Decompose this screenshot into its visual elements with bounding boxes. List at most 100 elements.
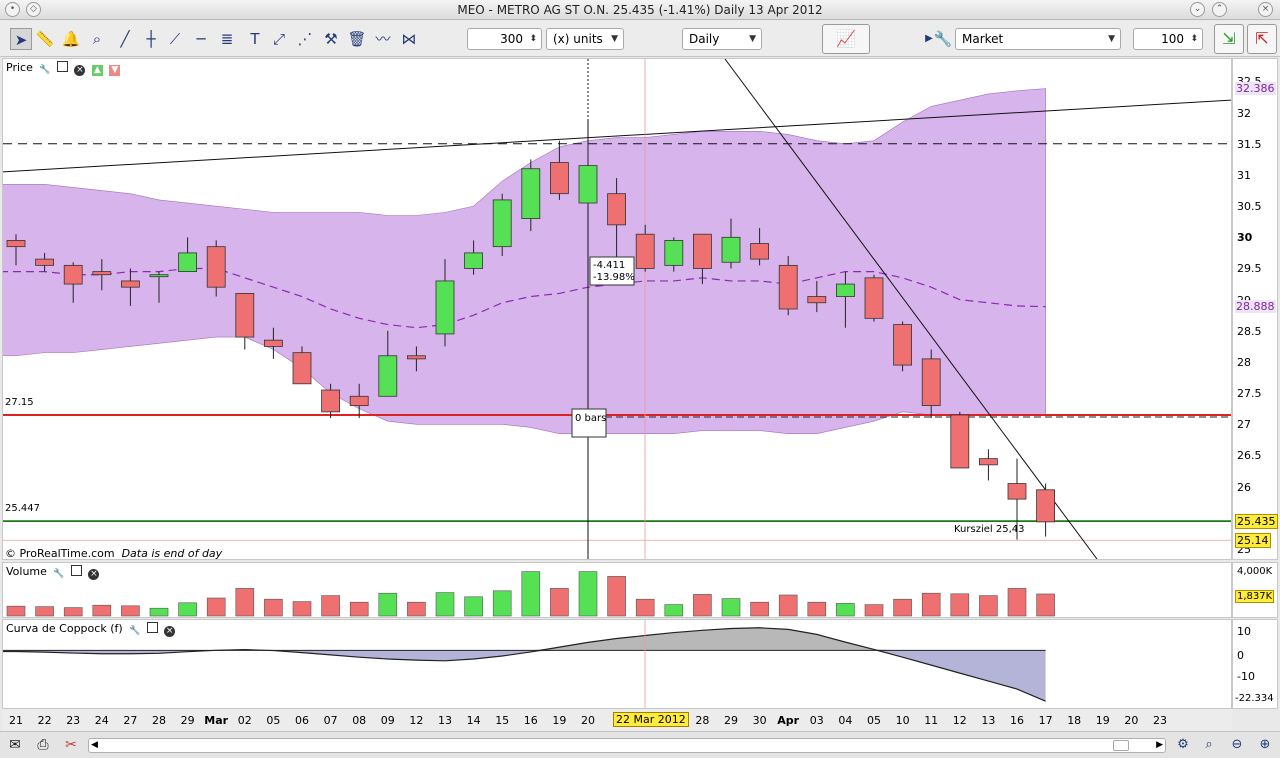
volume-bar [292, 601, 312, 617]
zoom-fit-icon[interactable]: ⌕ [1205, 737, 1213, 752]
volume-bar [6, 605, 26, 617]
volume-bar [635, 598, 655, 617]
buy-button[interactable]: ⇲ [1214, 24, 1244, 54]
text-tool-icon[interactable]: T [250, 30, 260, 48]
price-scale[interactable]: 32.53231.53130.53029.52928.52827.52726.5… [1232, 58, 1278, 560]
horizontal-line-icon[interactable]: ─ [196, 30, 206, 48]
pattern-icon[interactable]: ⋈ [401, 30, 417, 48]
chart-style-icon[interactable]: 📈 [822, 24, 870, 54]
print-icon[interactable]: ⎙ [37, 737, 49, 753]
order-settings-icon[interactable]: 🔧 [933, 30, 953, 48]
cursor-date-badge: 22 Mar 2012 [613, 712, 689, 727]
close-icon[interactable]: × [1258, 2, 1273, 17]
price-panel-header: Price 🔧 × ▲ ▼ [6, 61, 124, 76]
move-down-icon[interactable]: ▼ [109, 65, 121, 76]
sell-button[interactable]: ⇱ [1247, 24, 1277, 54]
channel-icon[interactable]: ⤢ [272, 30, 285, 48]
cut-icon[interactable]: ✂ [65, 737, 77, 753]
coppock-chart[interactable] [3, 620, 1231, 708]
close-panel-icon[interactable]: × [164, 626, 176, 637]
horizontal-scrollbar[interactable]: ◀ ▶ [88, 738, 1166, 753]
scroll-right-icon[interactable]: ▶ [1156, 740, 1163, 750]
scroll-thumb[interactable] [1113, 740, 1129, 751]
candle-body [1036, 489, 1055, 523]
volume-bar [435, 592, 455, 617]
candle-body [693, 233, 712, 269]
candle-body [492, 199, 512, 248]
close-panel-icon[interactable]: × [74, 65, 86, 76]
coppock-last-badge: -22.334 [1235, 693, 1274, 704]
price-tick: 32 [1237, 106, 1251, 120]
candle-body [149, 274, 169, 278]
x-tick-label: 02 [237, 714, 252, 727]
price-tick: 31.5 [1237, 137, 1262, 151]
order-type-select[interactable]: Market ▼ [955, 28, 1121, 50]
wrench-icon[interactable]: 🔧 [129, 626, 141, 636]
price-tick: 27 [1237, 418, 1251, 432]
fan-icon[interactable]: ⋰ [297, 30, 313, 48]
scroll-left-icon[interactable]: ◀ [91, 740, 98, 750]
status-bar: ✉ ⎙ ✂ ◀ ▶ ⚙ ⌕ ⊖ ⊕ [0, 731, 1280, 758]
candle-body [378, 355, 398, 397]
units-count-input[interactable]: 300 ⬍ [467, 28, 542, 50]
close-panel-icon[interactable]: × [88, 569, 100, 580]
window-icon[interactable] [146, 622, 158, 633]
measure-percent: -13.98% [593, 272, 635, 283]
expand-arrow-icon[interactable]: ▶ [925, 33, 933, 44]
x-tick-label: 09 [380, 714, 395, 727]
volume-scale[interactable]: 4,000K 1,837K [1232, 562, 1278, 618]
volume-bar [35, 606, 54, 617]
zoom-icon[interactable]: ⌕ [92, 30, 102, 48]
units-select[interactable]: (x) units ▼ [546, 28, 624, 50]
maximize-icon[interactable]: ⌃ [1212, 2, 1227, 17]
wrench-icon[interactable]: 🔧 [39, 65, 51, 75]
vertical-line-icon[interactable]: ┼ [146, 30, 156, 48]
volume-chart[interactable] [3, 563, 1231, 617]
measure-value: -4.411 [593, 260, 625, 271]
ray-icon[interactable]: ⟋ [169, 30, 181, 48]
candle-body [263, 339, 283, 347]
window-icon[interactable] [70, 565, 82, 576]
ruler-icon[interactable]: 📏 [35, 30, 55, 48]
minimize-icon[interactable]: ⌄ [1190, 2, 1205, 17]
title-bar: • ◇ MEO - METRO AG ST O.N. 25.435 (-1.41… [0, 0, 1280, 20]
x-tick-label: Mar [204, 714, 229, 727]
candle-body [550, 162, 569, 195]
x-tick-label: 20 [581, 714, 595, 727]
coppock-scale[interactable]: 10 0 -10 -22.334 [1232, 619, 1278, 709]
x-tick-label: 30 [752, 714, 767, 727]
candle-body [92, 271, 112, 276]
last-price-badge: 25.435 [1235, 513, 1278, 529]
delete-icon[interactable]: 🗑 [347, 30, 367, 48]
volume-bar [578, 571, 598, 617]
wrench-icon[interactable]: 🔧 [53, 569, 65, 579]
pin-icon[interactable]: ◇ [26, 2, 41, 17]
quantity-input[interactable]: 100 ⬍ [1133, 28, 1203, 50]
pointer-icon[interactable]: ➤ [10, 28, 32, 50]
zoom-in-icon[interactable]: ⊕ [1259, 737, 1271, 752]
x-tick-label: 16 [523, 714, 538, 727]
settings-icon[interactable]: ⚙ [1177, 737, 1189, 752]
coppock-positive-area [3, 627, 1046, 651]
x-tick-label: 23 [1153, 714, 1167, 727]
alert-bell-icon[interactable]: 🔔 [61, 30, 81, 48]
indicator-icon[interactable]: 〰 [375, 30, 391, 48]
window-menu-icon[interactable]: • [5, 2, 20, 17]
zoom-out-icon[interactable]: ⊖ [1231, 737, 1243, 752]
email-icon[interactable]: ✉ [9, 737, 21, 753]
x-tick-label: 12 [409, 714, 424, 727]
candle-body [206, 246, 226, 288]
price-chart[interactable]: -4.411-13.98% 0 bars Kursziel 25,43 [3, 59, 1231, 559]
line-tool-icon[interactable]: ╱ [120, 30, 130, 48]
coppock-panel-header: Curva de Coppock (f) 🔧 × [6, 622, 179, 637]
move-up-icon[interactable]: ▲ [91, 65, 103, 76]
volume-bar [149, 607, 169, 617]
coppock-panel-label: Curva de Coppock (f) [6, 622, 123, 635]
window-icon[interactable] [56, 61, 68, 72]
fibonacci-icon[interactable]: ≣ [220, 30, 234, 48]
x-tick-label: 16 [1010, 714, 1024, 727]
candle-body [6, 240, 26, 248]
price-tick: 30.5 [1237, 200, 1262, 214]
tools-icon[interactable]: ⚒ [324, 30, 338, 48]
timeframe-select[interactable]: Daily ▼ [682, 28, 762, 50]
